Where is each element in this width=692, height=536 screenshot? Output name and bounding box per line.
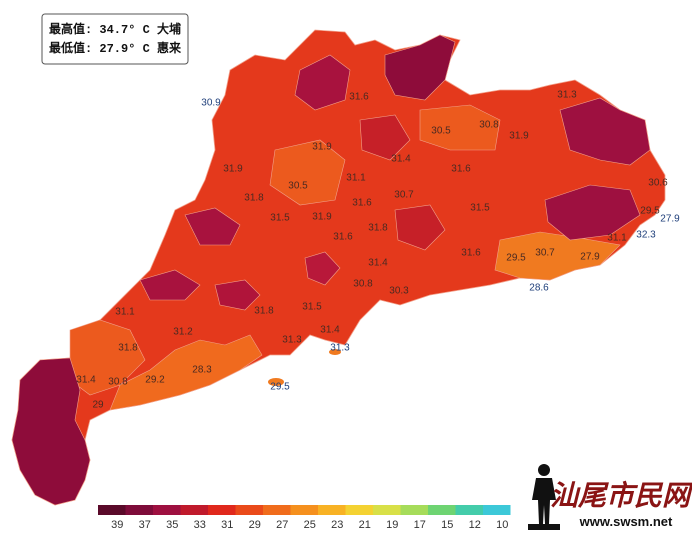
station-label: 31.5	[470, 203, 490, 214]
station-label: 31.9	[509, 131, 529, 142]
station-label: 31.4	[391, 154, 411, 165]
station-label: 31.6	[461, 248, 481, 259]
legend-tick-label: 37	[139, 519, 151, 531]
legend-tick-label: 19	[386, 519, 398, 531]
station-label: 31.8	[118, 343, 138, 354]
station-label: 31.1	[115, 307, 135, 318]
station-label: 30.6	[648, 178, 668, 189]
station-label: 27.9	[660, 214, 680, 225]
legend-tick-label: 27	[276, 519, 288, 531]
legend-swatch	[125, 505, 153, 515]
watermark-url: www.swsm.net	[579, 514, 673, 529]
legend-swatch	[153, 505, 181, 515]
station-label: 30.8	[479, 120, 499, 131]
station-label: 31.6	[451, 164, 471, 175]
watermark-name: 汕尾市民网	[550, 480, 692, 511]
legend-tick-label: 29	[249, 519, 261, 531]
station-label: 31.6	[352, 198, 372, 209]
station-label: 31.3	[282, 335, 302, 346]
legend-swatch	[290, 505, 318, 515]
station-label: 30.9	[201, 98, 221, 109]
legend-swatch	[483, 505, 511, 515]
station-label: 27.9	[580, 252, 600, 263]
legend: 39 37 35 33 31 29 27 25 23 21 19 17 15 12 10	[98, 505, 511, 531]
legend-swatch	[263, 505, 291, 515]
station-label: 29.5	[506, 253, 526, 264]
station-label: 31.2	[173, 327, 193, 338]
legend-tick-label: 39	[111, 519, 123, 531]
station-label: 31.4	[368, 258, 388, 269]
station-label: 31.6	[349, 92, 369, 103]
station-label: 30.8	[353, 279, 373, 290]
legend-tick-label: 23	[331, 519, 343, 531]
station-label: 30.7	[535, 248, 555, 259]
station-label: 31.5	[302, 302, 322, 313]
station-label: 30.5	[431, 126, 451, 137]
legend-swatch	[455, 505, 483, 515]
legend-tick-label: 12	[469, 519, 481, 531]
watermark: 汕尾市民网 www.swsm.net	[528, 464, 692, 530]
legend-swatch	[98, 505, 126, 515]
station-label: 31.9	[312, 212, 332, 223]
legend-tick-label: 33	[194, 519, 206, 531]
info-frame	[41, 13, 189, 65]
legend-swatch	[235, 505, 263, 515]
legend-tick-label: 17	[414, 519, 426, 531]
legend-swatch	[208, 505, 236, 515]
station-label: 31.8	[254, 306, 274, 317]
legend-swatch	[180, 505, 208, 515]
region-shading	[11, 34, 651, 506]
station-label: 32.3	[636, 230, 656, 241]
station-label: 31.5	[270, 213, 290, 224]
station-label: 29	[92, 400, 104, 411]
min-label: 最低值: 27.9° C 惠来	[49, 40, 182, 56]
max-label: 最高值: 34.7° C 大埔	[49, 21, 181, 37]
coastal-islands	[268, 349, 341, 386]
legend-tick-label: 15	[441, 519, 453, 531]
station-label: 29.2	[145, 375, 165, 386]
station-label: 30.8	[108, 377, 128, 388]
legend-swatch	[373, 505, 401, 515]
station-labels: 30.931.630.530.831.931.331.931.431.631.9…	[76, 90, 680, 411]
legend-swatch	[428, 505, 456, 515]
station-label: 31.8	[368, 223, 388, 234]
station-label: 31.8	[244, 193, 264, 204]
info-box: 最高值: 34.7° C 大埔 最低值: 27.9° C 惠来	[41, 13, 189, 65]
legend-tick-label: 31	[221, 519, 233, 531]
station-label: 28.3	[192, 365, 212, 376]
station-label: 31.6	[333, 232, 353, 243]
legend-swatch	[345, 505, 373, 515]
station-label: 30.7	[394, 190, 414, 201]
figure-icon	[528, 464, 560, 530]
station-label: 30.3	[389, 286, 409, 297]
station-label: 31.3	[557, 90, 577, 101]
legend-tick-label: 10	[496, 519, 508, 531]
station-label: 31.9	[223, 164, 243, 175]
station-label: 31.4	[76, 375, 96, 386]
station-label: 31.1	[346, 173, 366, 184]
legend-tick-label: 21	[359, 519, 371, 531]
station-label: 30.5	[288, 181, 308, 192]
station-label: 31.1	[607, 233, 627, 244]
station-label: 31.3	[330, 343, 350, 354]
legend-swatch	[318, 505, 346, 515]
station-label: 29.5	[640, 206, 660, 217]
station-label: 29.5	[270, 382, 290, 393]
station-label: 28.6	[529, 283, 549, 294]
station-label: 31.4	[320, 325, 340, 336]
legend-tick-label: 35	[166, 519, 178, 531]
legend-tick-label: 25	[304, 519, 316, 531]
station-label: 31.9	[312, 142, 332, 153]
legend-swatch	[400, 505, 428, 515]
